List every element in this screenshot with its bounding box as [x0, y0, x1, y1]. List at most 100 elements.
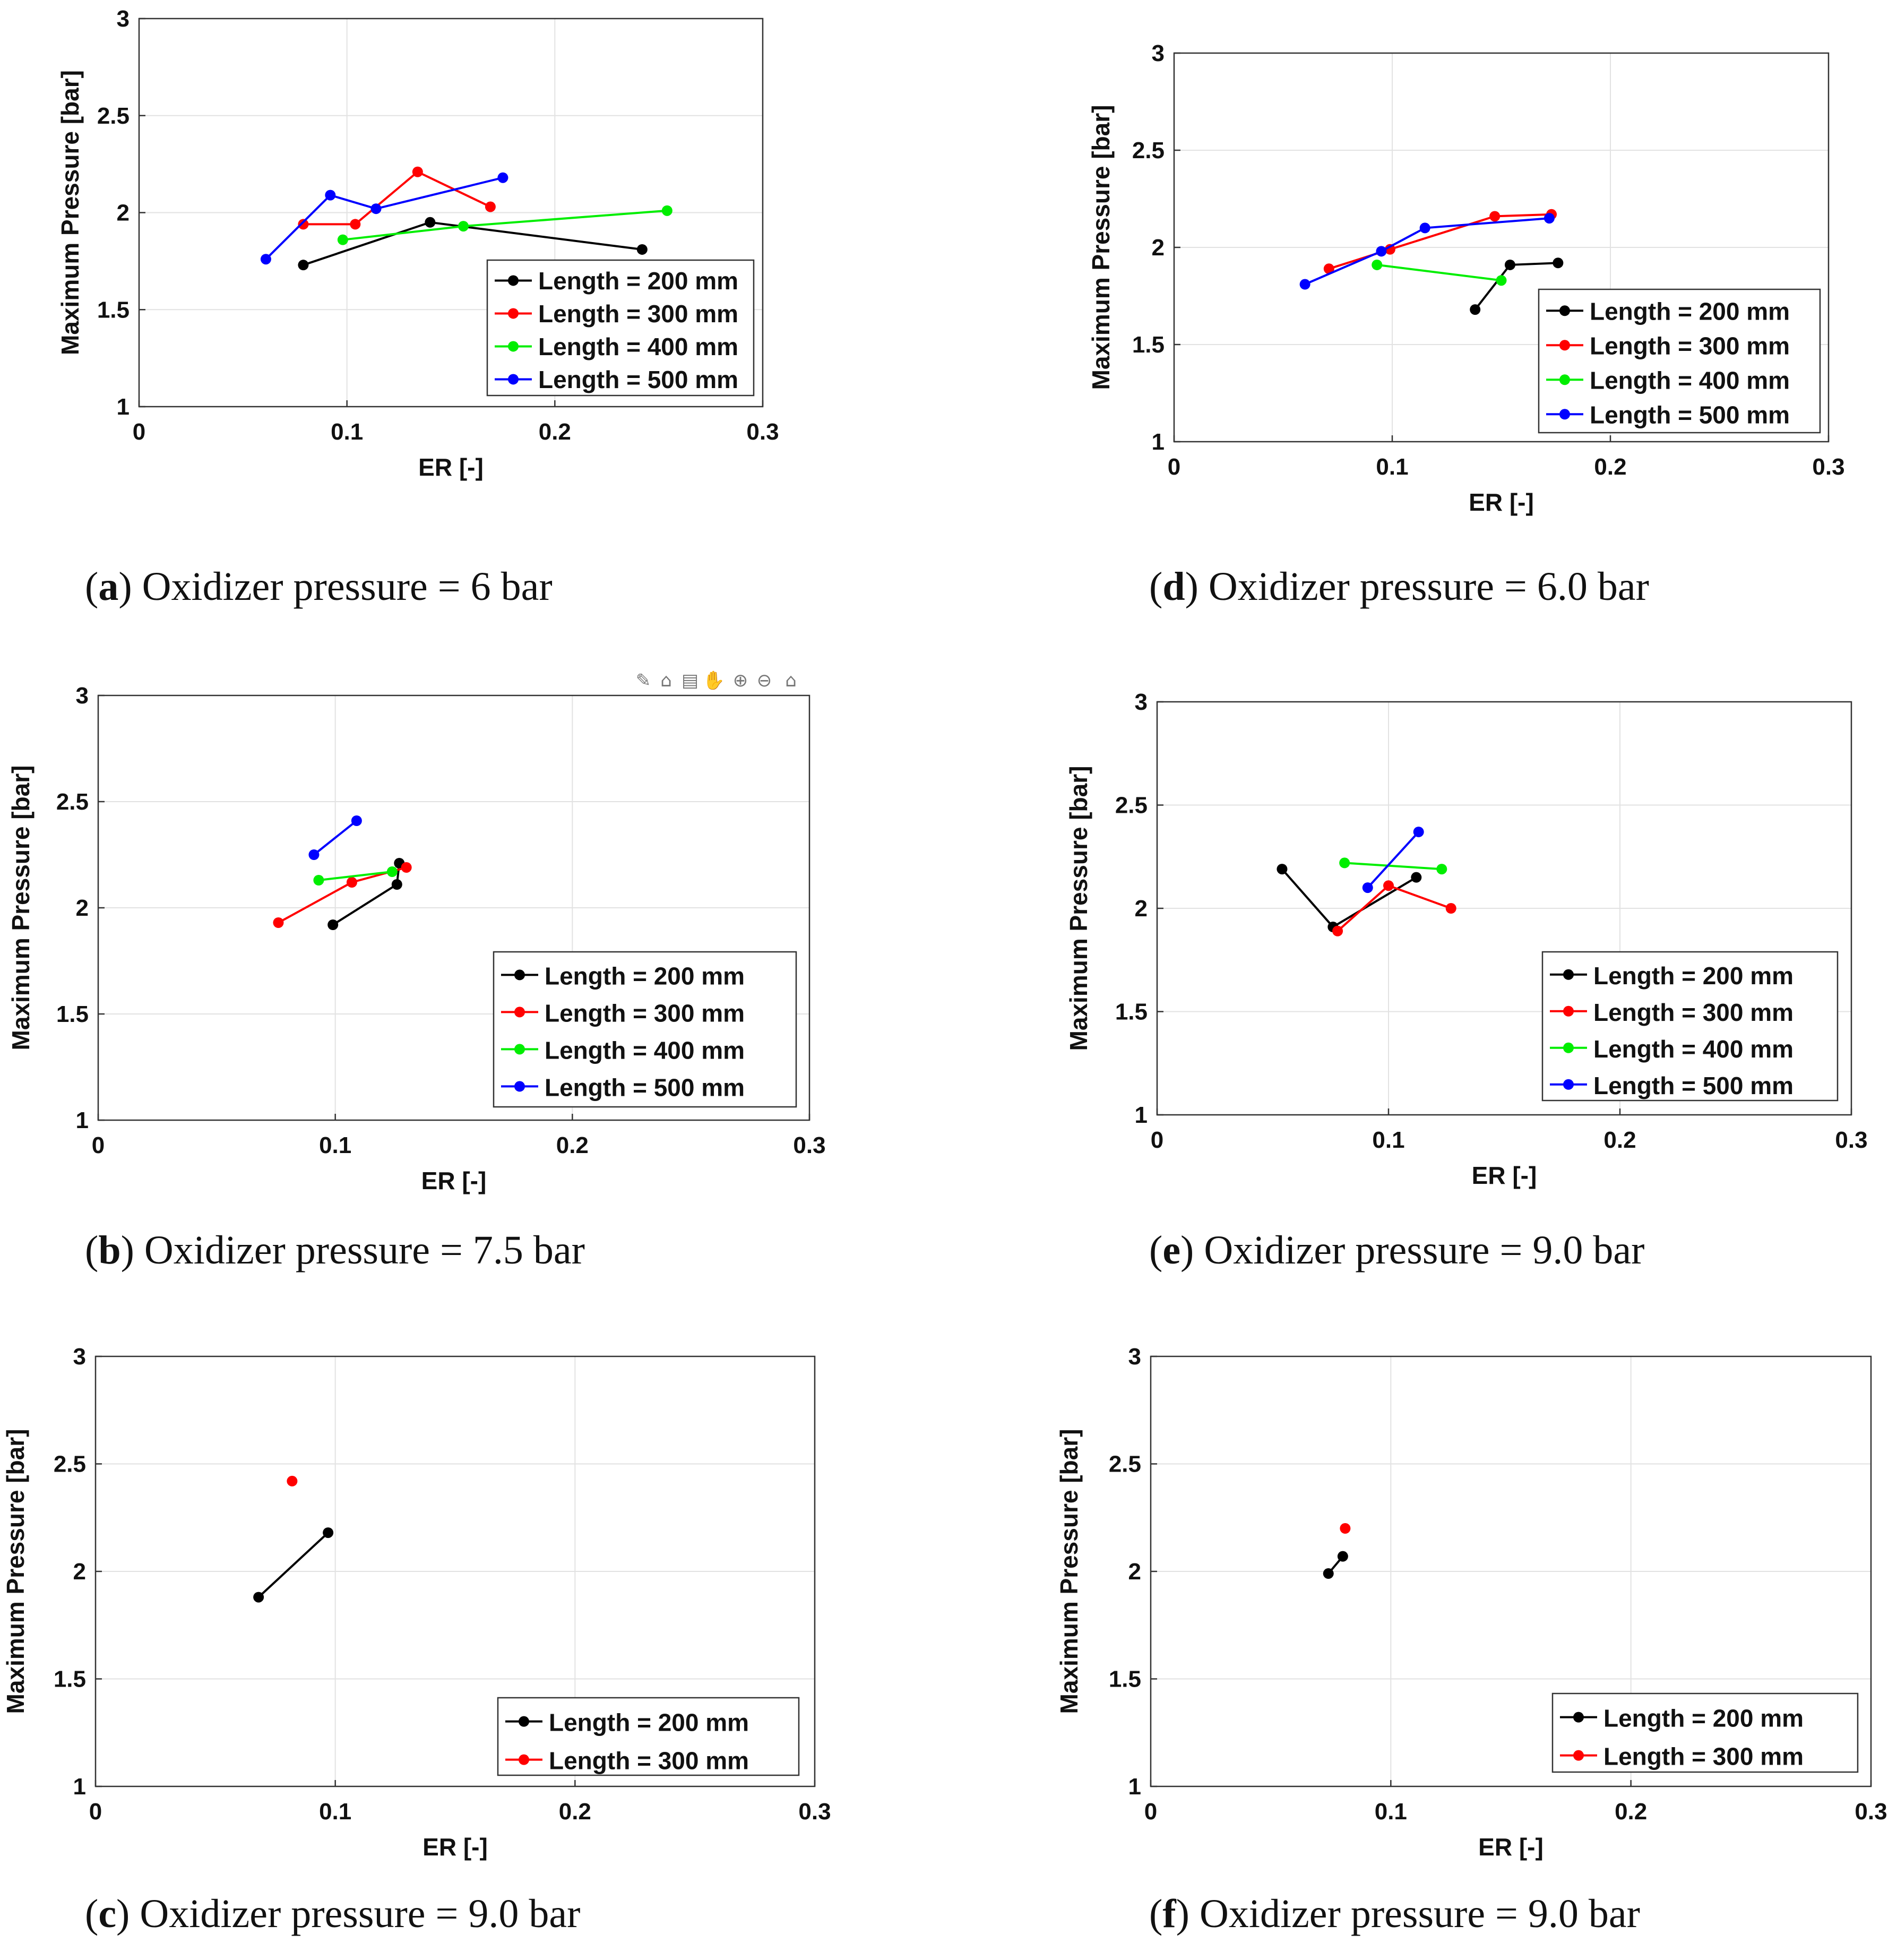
y-axis-label: Maximum Pressure [bar] [1055, 1429, 1083, 1714]
insert-legend-icon[interactable]: ⌂ [660, 670, 672, 691]
caption-close-paren: ) [116, 1892, 130, 1936]
legend-label: Length = 500 mm [538, 366, 738, 393]
data-point [1470, 304, 1481, 315]
legend-marker [1559, 409, 1570, 420]
data-point [337, 234, 348, 245]
data-point [273, 917, 284, 928]
legend-entry: Length = 300 mm [1560, 1743, 1804, 1770]
figure-toolbar[interactable]: ✎ ⌂ ▤ ✋ ⊕ ⊖ ⌂ [636, 670, 797, 691]
data-cursor-icon[interactable]: ▤ [682, 670, 699, 691]
legend-label: Length = 300 mm [1593, 999, 1793, 1026]
plot-frame [97, 694, 810, 1121]
chart-panel-f: 0 0.1 0.2 0.3 1 1.5 2 2.5 3 ER [-] Maximum Pressur… [1055, 1344, 1887, 1936]
legend-entry: Length = 200 mm [505, 1709, 749, 1737]
legend-entry: Length = 300 mm [495, 300, 738, 328]
panel-caption: (a) Oxidizer pressure = 6 bar [85, 564, 553, 609]
caption-letter: d [1162, 564, 1185, 609]
legend-label: Length = 200 mm [1590, 298, 1790, 325]
x-tick-label: 0 [92, 1132, 105, 1158]
series-2 [1323, 209, 1557, 274]
pan-hand-icon[interactable]: ✋ [703, 670, 725, 691]
legend-entry: Length = 300 mm [505, 1747, 749, 1775]
x-tick-label: 0 [1151, 1127, 1163, 1153]
data-point [1544, 213, 1555, 224]
legend-entry: Length = 500 mm [1546, 401, 1790, 429]
series-1 [1277, 864, 1422, 933]
series-1 [253, 1527, 334, 1603]
legend-label: Length = 400 mm [1590, 367, 1790, 394]
caption-text: Oxidizer pressure = 9.0 bar [1189, 1892, 1640, 1936]
data-point [346, 877, 357, 888]
data-point [287, 1475, 298, 1486]
legend-label: Length = 200 mm [545, 962, 745, 990]
caption-letter: c [98, 1892, 116, 1936]
home-icon[interactable]: ⌂ [785, 670, 797, 691]
zoom-in-icon[interactable]: ⊕ [733, 670, 748, 691]
zoom-out-icon[interactable]: ⊖ [757, 670, 772, 691]
panel-caption: (c) Oxidizer pressure = 9.0 bar [85, 1892, 580, 1936]
y-tick-label: 2 [76, 895, 89, 921]
legend-marker [1563, 969, 1574, 980]
chart-panel-b: 0 0.1 0.2 0.3 1 1.5 2 2.5 3 ER [-] Maximum Pressur… [7, 683, 826, 1273]
chart-panel-c: 0 0.1 0.2 0.3 1 1.5 2 2.5 3 ER [-] Maximum Pressur… [2, 1344, 831, 1936]
y-tick-label: 3 [1135, 689, 1148, 715]
legend-entry: Length = 200 mm [495, 267, 738, 295]
y-axis-label: Maximum Pressure [bar] [2, 1429, 29, 1714]
caption-letter: b [98, 1228, 120, 1273]
caption-text: Oxidizer pressure = 9.0 bar [130, 1892, 580, 1936]
y-tick-label: 2 [1152, 235, 1165, 261]
y-axis-label: Maximum Pressure [bar] [56, 70, 84, 355]
y-axis-label: Maximum Pressure [bar] [7, 766, 35, 1051]
y-tick-label: 3 [73, 1344, 86, 1370]
y-tick-label: 2 [1128, 1559, 1141, 1585]
caption-open-paren: ( [1149, 564, 1162, 609]
brush-icon[interactable]: ✎ [636, 670, 651, 691]
data-point [351, 815, 362, 826]
legend-marker [508, 308, 519, 319]
legend-label: Length = 200 mm [549, 1709, 749, 1737]
legend-entry: Length = 300 mm [1550, 999, 1793, 1026]
y-tick-label: 1 [1152, 429, 1165, 455]
series-line [318, 871, 393, 881]
caption-open-paren: ( [85, 564, 98, 609]
data-point [661, 205, 672, 216]
legend-entry: Length = 300 mm [501, 999, 745, 1027]
series-3 [337, 205, 672, 245]
x-tick-label: 0.1 [331, 419, 363, 445]
legend-label: Length = 300 mm [549, 1747, 749, 1775]
data-point [485, 201, 496, 212]
data-point [1436, 864, 1447, 875]
x-axis-label: ER [-] [1469, 488, 1534, 516]
legend-entry: Length = 200 mm [1546, 298, 1790, 325]
data-point [350, 219, 361, 230]
y-tick-label: 2 [1135, 896, 1148, 922]
legend-marker [514, 1007, 525, 1018]
legend-box [497, 1697, 800, 1776]
plot-frame [138, 18, 764, 408]
legend-label: Length = 200 mm [1603, 1705, 1804, 1732]
legend-entry: Length = 400 mm [495, 333, 738, 360]
y-tick-label: 1.5 [97, 297, 130, 323]
series-1 [1323, 1551, 1348, 1579]
data-point [1277, 864, 1288, 875]
x-tick-label: 0 [1144, 1799, 1157, 1825]
legend-marker [508, 374, 519, 385]
caption-text: Oxidizer pressure = 7.5 bar [134, 1228, 585, 1273]
legend-entry: Length = 300 mm [1546, 332, 1790, 360]
x-tick-label: 0.1 [319, 1132, 351, 1158]
data-point [1419, 222, 1430, 234]
data-point [308, 849, 320, 860]
legend-marker [508, 341, 519, 352]
legend-entry: Length = 200 mm [501, 962, 745, 990]
legend-label: Length = 500 mm [545, 1073, 745, 1101]
caption-text: Oxidizer pressure = 6.0 bar [1198, 564, 1649, 609]
data-point [1376, 246, 1387, 257]
legend-marker [1559, 340, 1570, 351]
data-point [1489, 211, 1501, 222]
series-line [257, 1532, 329, 1598]
series-4 [260, 172, 508, 265]
legend: Length = 200 mm Length = 300 mm Length = 4… [1541, 951, 1839, 1102]
legend-marker [1563, 1042, 1574, 1053]
x-axis-label: ER [-] [422, 1833, 488, 1861]
series-line [1367, 831, 1420, 889]
